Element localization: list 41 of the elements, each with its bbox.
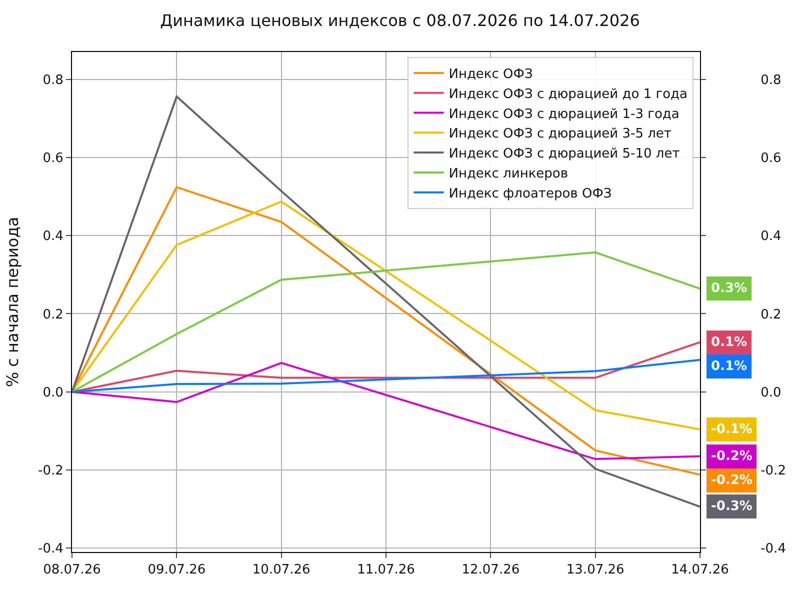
- y2-tick-label: 0.2: [760, 307, 782, 322]
- x-tick-label: 09.07.26: [148, 562, 206, 578]
- legend-label: Индекс ОФЗ: [448, 67, 533, 82]
- line-series: [72, 358, 700, 393]
- x-tick-label: 13.07.26: [566, 562, 624, 578]
- x-tick-label: 08.07.26: [43, 562, 101, 578]
- x-tick-label: 14.07.26: [671, 562, 729, 578]
- y2-tick-label: -0.4: [760, 542, 786, 557]
- line-series: [72, 200, 700, 430]
- data-label: 0.1%: [711, 359, 748, 374]
- legend-label: Индекс ОФЗ с дюрацией до 1 года: [448, 86, 688, 102]
- data-label: -0.3%: [711, 499, 752, 514]
- legend-label: Индекс ОФЗ с дюрацией 3-5 лет: [448, 126, 672, 142]
- data-label: -0.2%: [711, 473, 752, 488]
- x-tick-label: 11.07.26: [357, 562, 415, 578]
- y2-tick-label: -0.2: [760, 464, 786, 479]
- x-tick-label: 12.07.26: [462, 562, 520, 578]
- legend-label: Индекс флоатеров ОФЗ: [448, 186, 612, 202]
- data-label: -0.1%: [711, 422, 752, 437]
- y2-tick-label: 0.4: [760, 229, 782, 244]
- x-tick-label: 10.07.26: [252, 562, 310, 578]
- y-tick-label: 0.0: [42, 385, 64, 400]
- y2-tick-label: 0.8: [760, 72, 782, 88]
- y-tick-label: -0.2: [38, 464, 64, 479]
- data-label: -0.2%: [711, 449, 752, 464]
- y-axis-title: % с начала периода: [2, 216, 22, 388]
- legend-label: Индекс ОФЗ с дюрацией 1-3 года: [448, 106, 680, 122]
- y2-tick-label: 0.6: [760, 151, 782, 166]
- chart-title: Динамика ценовых индексов с 08.07.2026 по 14.07.2026: [160, 11, 640, 30]
- y-tick-label: 0.4: [42, 229, 64, 244]
- y-tick-label: 0.8: [42, 72, 64, 88]
- line-series: [72, 251, 700, 393]
- legend-label: Индекс ОФЗ с дюрацией 5-10 лет: [448, 146, 680, 162]
- data-label: 0.1%: [711, 335, 748, 350]
- legend-label: Индекс линкеров: [448, 166, 568, 182]
- y2-tick-label: 0.0: [760, 385, 782, 400]
- line-series: [72, 362, 700, 460]
- y-tick-label: 0.2: [42, 307, 64, 322]
- y-tick-label: 0.6: [42, 151, 64, 166]
- y-tick-label: -0.4: [38, 542, 64, 557]
- data-label: 0.3%: [711, 281, 748, 296]
